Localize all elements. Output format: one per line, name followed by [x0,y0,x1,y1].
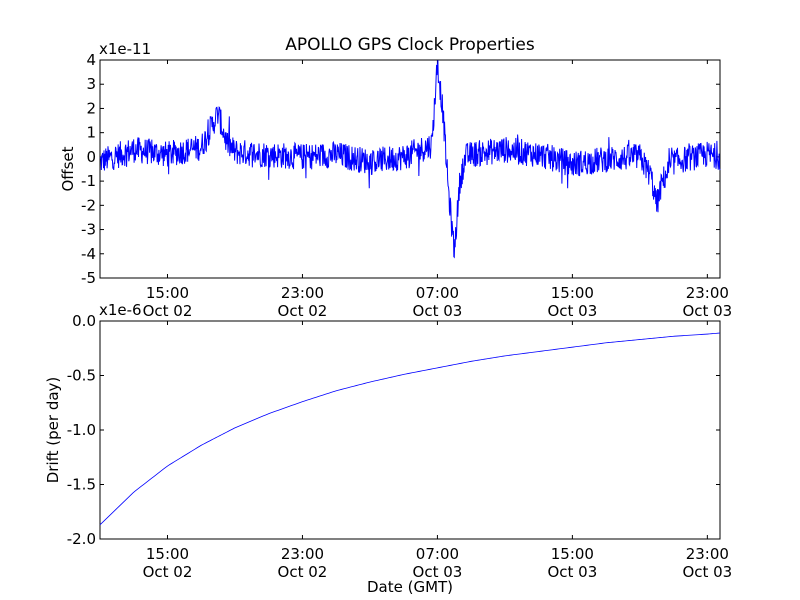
offset-y-axis-label: Offset [59,146,77,191]
offset-y-tick-label: -2 [81,196,96,214]
drift-y-tick-label: -1.5 [67,476,96,494]
drift-y-tick-label: -2.0 [67,530,96,548]
offset-series-line [99,60,721,259]
offset-x-tick-date: Oct 03 [682,302,732,320]
offset-x-tick-date: Oct 03 [413,302,463,320]
drift-y-ticks: -2.0 -1.5 -1.0 -0.5 0.0 [67,312,720,548]
drift-x-tick-date: Oct 03 [413,563,463,581]
drift-x-tick-time: 15:00 [551,545,594,563]
drift-x-tick-time: 07:00 [416,545,459,563]
offset-x-tick-time: 15:00 [551,284,594,302]
drift-x-tick-date: Oct 02 [143,563,193,581]
drift-series [99,332,721,526]
drift-x-tick-date: Oct 02 [278,563,328,581]
drift-y-tick-label: -0.5 [67,367,96,385]
offset-y-tick-label: 1 [86,124,96,142]
drift-x-tick-date: Oct 03 [682,563,732,581]
offset-x-tick-date: Oct 03 [547,302,597,320]
offset-x-tick-time: 15:00 [146,284,189,302]
drift-y-axis-label: Drift (per day) [44,377,62,484]
offset-x-tick-date: Oct 02 [278,302,328,320]
offset-y-tick-label: -4 [81,245,96,263]
drift-x-tick-date: Oct 03 [547,563,597,581]
drift-x-axis-label: Date (GMT) [367,578,453,596]
drift-series-line [99,332,721,526]
offset-y-tick-label: -1 [81,172,96,190]
drift-x-tick-time: 15:00 [146,545,189,563]
offset-x-tick-date: Oct 02 [143,302,193,320]
offset-x-tick-time: 23:00 [686,284,729,302]
drift-x-tick-time: 23:00 [686,545,729,563]
offset-y-tick-label: 4 [86,51,96,69]
offset-y-ticks: -5 -4 -3 -2 -1 0 1 2 3 4 [81,51,720,287]
drift-y-tick-label: -1.0 [67,421,96,439]
offset-y-tick-label: 0 [86,148,96,166]
offset-x-tick-time: 07:00 [416,284,459,302]
chart-title: APOLLO GPS Clock Properties [285,35,535,55]
offset-series [99,60,721,259]
offset-x-tick-time: 23:00 [281,284,324,302]
drift-x-tick-time: 23:00 [281,545,324,563]
offset-y-tick-label: 2 [86,99,96,117]
drift-panel: x1e-6 Drift (per day) Date (GMT) -2.0 -1.… [44,301,732,596]
offset-y-tick-label: -5 [81,269,96,287]
drift-y-tick-label: 0.0 [72,312,96,330]
offset-y-tick-label: -3 [81,221,96,239]
offset-y-tick-label: 3 [86,75,96,93]
offset-y-multiplier: x1e-11 [99,40,151,58]
drift-y-multiplier: x1e-6 [99,301,142,319]
